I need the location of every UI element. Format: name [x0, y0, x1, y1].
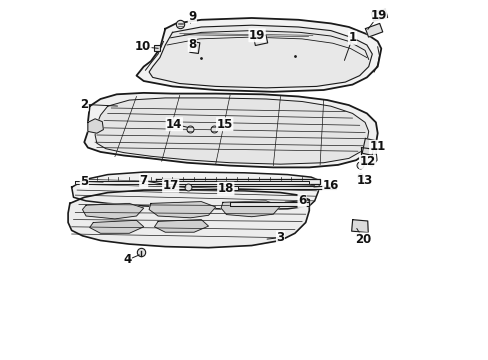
- Polygon shape: [68, 190, 309, 248]
- Text: 14: 14: [166, 118, 182, 131]
- Text: 8: 8: [188, 39, 196, 51]
- Text: 10: 10: [135, 40, 151, 53]
- Polygon shape: [221, 201, 280, 217]
- Polygon shape: [365, 23, 382, 37]
- Text: 12: 12: [359, 156, 375, 168]
- Polygon shape: [371, 9, 387, 21]
- Polygon shape: [361, 146, 375, 162]
- Text: 4: 4: [123, 253, 131, 266]
- Text: 17: 17: [162, 179, 179, 192]
- Polygon shape: [167, 186, 336, 189]
- Polygon shape: [88, 119, 103, 133]
- Text: 11: 11: [369, 140, 385, 153]
- Polygon shape: [230, 202, 309, 206]
- Polygon shape: [89, 220, 143, 233]
- Text: 20: 20: [354, 233, 371, 246]
- Polygon shape: [82, 203, 143, 219]
- Polygon shape: [154, 220, 208, 232]
- Text: 19: 19: [369, 9, 386, 22]
- Text: 9: 9: [188, 10, 196, 23]
- Polygon shape: [75, 181, 309, 184]
- Polygon shape: [136, 18, 381, 92]
- Text: 7: 7: [140, 174, 147, 187]
- Text: 13: 13: [356, 174, 372, 186]
- Polygon shape: [149, 25, 371, 88]
- Text: 5: 5: [80, 175, 88, 188]
- Text: 2: 2: [80, 98, 88, 111]
- Polygon shape: [361, 148, 376, 166]
- Polygon shape: [351, 220, 367, 233]
- Polygon shape: [95, 98, 368, 164]
- Polygon shape: [84, 93, 377, 167]
- Text: 1: 1: [348, 31, 356, 44]
- Polygon shape: [156, 179, 320, 184]
- Text: 15: 15: [216, 118, 232, 131]
- Polygon shape: [189, 41, 200, 54]
- Polygon shape: [253, 35, 267, 45]
- Text: 19: 19: [248, 29, 265, 42]
- Polygon shape: [149, 202, 215, 218]
- Text: 18: 18: [217, 182, 233, 195]
- Text: 6: 6: [297, 194, 305, 207]
- FancyBboxPatch shape: [228, 186, 238, 190]
- Polygon shape: [72, 172, 320, 210]
- Text: 3: 3: [276, 231, 284, 244]
- Text: 16: 16: [322, 179, 338, 192]
- Polygon shape: [362, 139, 374, 155]
